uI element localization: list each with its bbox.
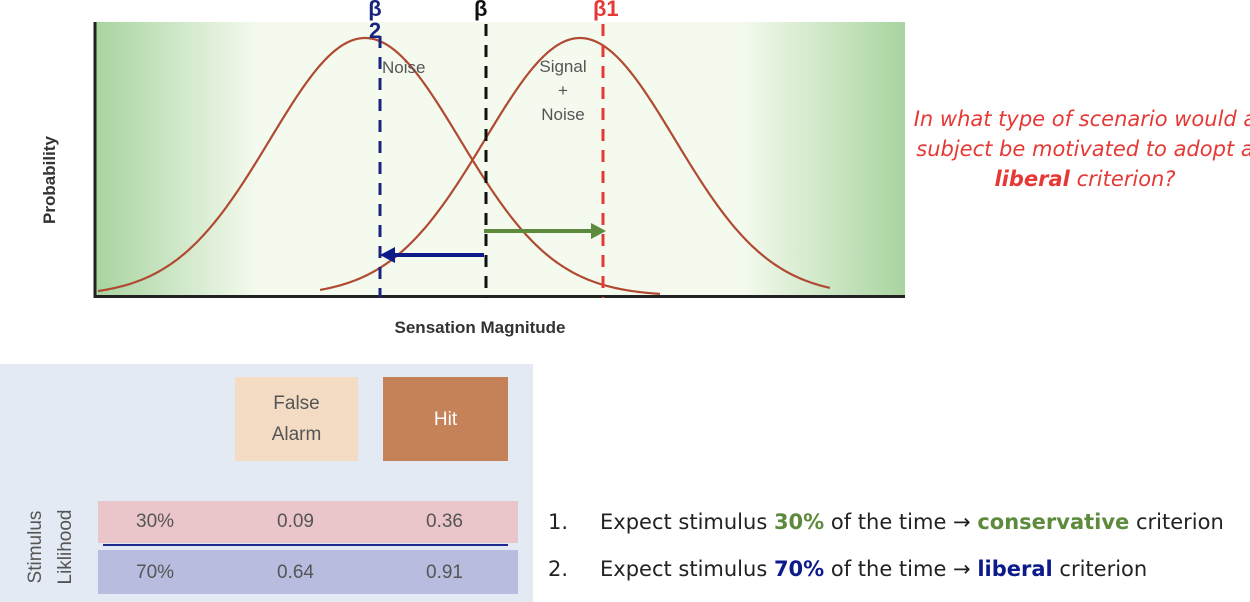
row-1-false-alarm: 0.09 <box>277 511 314 532</box>
signal-label-line-1: Signal <box>539 57 587 76</box>
plot-background <box>95 22 905 298</box>
list-text-post: criterion <box>1129 510 1224 534</box>
list-item-number: 2. <box>548 557 569 581</box>
beta1-label: β1 <box>593 0 619 21</box>
beta2-label: β 2 <box>368 0 382 43</box>
likelihood-label: Liklihood <box>55 509 76 585</box>
signal-label-line-2: + <box>558 81 568 100</box>
list-text-pre: Expect stimulus <box>600 510 774 534</box>
header-hit: Hit <box>383 377 508 461</box>
list-pct: 70% <box>773 557 825 581</box>
arrow-right-head <box>591 223 606 239</box>
list-item-text: Expect stimulus 30% of the time → conser… <box>600 510 1224 534</box>
question-emphasis: liberal <box>994 167 1070 191</box>
arrow-left-head <box>380 247 395 263</box>
row-1-hit: 0.36 <box>426 511 463 532</box>
list-criterion: conservative <box>977 510 1130 534</box>
list-text-post: criterion <box>1052 557 1148 581</box>
row-1-likelihood: 30% <box>136 511 175 532</box>
list-text-pre: Expect stimulus <box>600 557 774 581</box>
list-criterion: liberal <box>977 557 1053 581</box>
y-axis-label: Probability <box>40 136 59 224</box>
header-false-alarm: False Alarm <box>235 377 358 461</box>
noise-curve-label: Noise <box>382 58 426 77</box>
row-2-false-alarm: 0.64 <box>277 562 314 583</box>
list-pct: 30% <box>773 510 825 534</box>
question-part-2: criterion? <box>1069 167 1176 191</box>
signal-label-line-3: Noise <box>541 105 585 124</box>
signal-noise-distribution-curve <box>319 36 831 291</box>
stimulus-label: Stimulus <box>25 510 46 584</box>
list-text-mid: of the time → <box>824 557 978 581</box>
row-2-hit: 0.91 <box>426 562 463 583</box>
question-text: In what type of scenario would a subject… <box>905 104 1250 194</box>
row-divider <box>103 544 508 546</box>
list-item-number: 1. <box>548 510 569 534</box>
beta-label: β <box>474 0 488 21</box>
list-text-mid: of the time → <box>824 510 978 534</box>
signal-curve-label: Signal + Noise <box>525 55 601 127</box>
x-axis-label: Sensation Magnitude <box>394 318 566 337</box>
row-2-likelihood: 70% <box>136 562 175 583</box>
table-row <box>98 550 518 594</box>
question-part-1: In what type of scenario would a subject… <box>913 107 1250 161</box>
table-row <box>98 501 518 543</box>
list-item-text: Expect stimulus 70% of the time → libera… <box>600 557 1147 581</box>
